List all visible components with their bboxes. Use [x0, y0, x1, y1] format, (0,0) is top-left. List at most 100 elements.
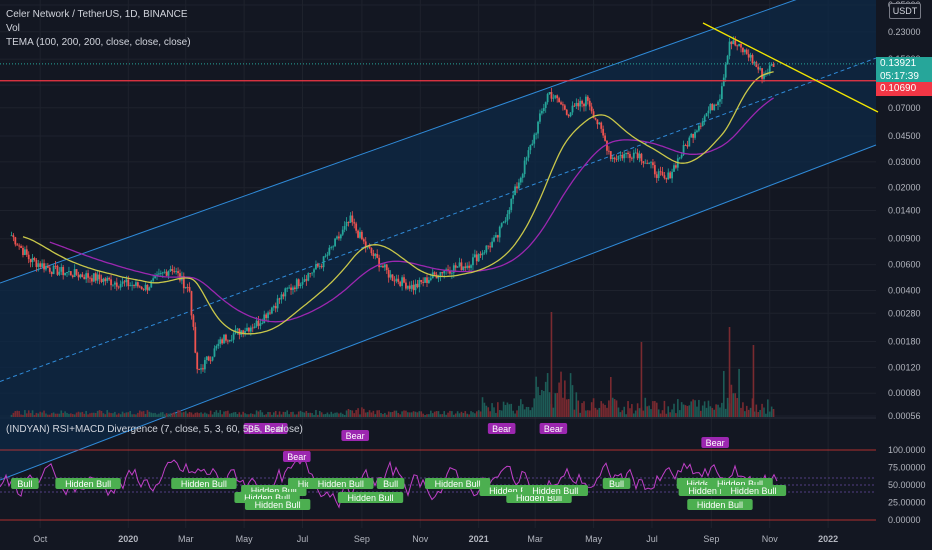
volume-bar	[692, 399, 694, 417]
volume-bar	[665, 413, 668, 417]
candle-body	[194, 326, 197, 353]
volume-bar	[79, 412, 82, 417]
volume-bar	[761, 403, 763, 417]
volume-bar	[458, 413, 461, 417]
volume-bar	[238, 412, 241, 417]
volume-bar	[240, 414, 243, 417]
candle-body	[152, 278, 155, 281]
volume-bar	[734, 393, 737, 417]
candle-body	[699, 125, 702, 127]
signal-box	[376, 478, 405, 489]
volume-bar	[384, 412, 386, 417]
symbol-title[interactable]: Celer Network / TetherUS, 1D, BINANCE	[6, 9, 188, 20]
candle-body	[98, 274, 101, 280]
candle-body	[100, 279, 103, 282]
candle-body	[615, 159, 618, 160]
volume-bar	[305, 411, 308, 417]
candle-body	[594, 118, 597, 120]
tema-label[interactable]: TEMA (100, 200, 200, close, close, close…	[6, 37, 191, 48]
candle-body	[439, 271, 442, 277]
volume-bar	[608, 400, 610, 417]
price-tick-label: 0.00120	[888, 362, 921, 372]
volume-bar	[77, 411, 80, 417]
price-tick-label: 0.01400	[888, 206, 921, 216]
candle-body	[472, 257, 474, 266]
volume-bar	[684, 405, 687, 417]
candle-body	[569, 112, 572, 117]
volume-bar	[491, 403, 493, 417]
candle-body	[761, 68, 763, 79]
volume-bar	[271, 414, 273, 417]
volume-bar	[751, 398, 754, 417]
volume-bar	[301, 412, 304, 417]
candle-body	[611, 157, 614, 159]
vol-label[interactable]: Vol	[6, 23, 20, 34]
tema-slow-line	[49, 97, 774, 323]
volume-bar	[110, 413, 112, 417]
candle-body	[527, 150, 530, 158]
candle-body	[768, 65, 771, 74]
volume-bar	[205, 413, 208, 417]
volume-bar	[598, 407, 601, 417]
channel-mid	[0, 57, 877, 382]
candle-body	[37, 263, 40, 267]
volume-bar	[230, 413, 233, 417]
signal-label: Bear	[492, 424, 511, 434]
candle-body	[535, 133, 538, 135]
candle-body	[405, 282, 407, 289]
candle-body	[148, 287, 151, 291]
candle-body	[399, 281, 402, 286]
rsi-axis[interactable]: 100.0000 75.00000 50.00000 25.00000 0.00000	[888, 445, 926, 525]
candle-body	[295, 279, 298, 290]
volume-bar	[759, 409, 761, 417]
time-axis[interactable]: Oct 2020 Mar May Jul Sep Nov 2021 Mar May Jul Sep No…	[33, 534, 838, 544]
signal-label: Bull	[17, 479, 32, 489]
candle-body	[135, 282, 137, 286]
volume-bar	[497, 402, 499, 417]
candle-body	[669, 172, 672, 179]
volume-bar	[167, 413, 170, 417]
rsi-indicator-label[interactable]: (INDYAN) RSI+MACD Divergence (7, close, …	[6, 424, 303, 435]
candle-body	[464, 266, 467, 268]
volume-bar	[12, 412, 15, 417]
volume-bar	[745, 405, 748, 417]
volume-bar	[422, 413, 424, 417]
resistance-price-tag: 0.10690	[876, 82, 932, 96]
volume-bar	[709, 406, 712, 417]
volume-bar	[123, 413, 126, 417]
volume-bar	[96, 410, 99, 417]
volume-bar	[389, 412, 392, 417]
volume-bar	[336, 412, 338, 417]
volume-bar	[579, 412, 581, 417]
bull-signal: Bull	[376, 478, 405, 489]
candle-body	[663, 175, 666, 179]
candle-body	[146, 284, 149, 291]
volume-bar	[770, 406, 773, 417]
candle-body	[22, 247, 24, 256]
volume-bar	[615, 400, 618, 417]
volume-bar	[202, 413, 204, 417]
volume-bar	[16, 410, 19, 417]
volume-bar	[527, 406, 530, 417]
candle-body	[625, 152, 628, 154]
signal-box	[282, 451, 311, 462]
candle-body	[301, 281, 304, 285]
volume-bar	[627, 401, 629, 417]
bear-signal: Bear	[539, 423, 568, 434]
candle-body	[759, 68, 762, 70]
volume-bar	[594, 407, 597, 417]
price-tick-label: 0.00400	[888, 285, 921, 295]
volume-bar	[698, 399, 700, 417]
volume-bar	[451, 411, 453, 417]
candle-body	[722, 77, 725, 87]
candle-body	[173, 270, 176, 272]
candle-body	[383, 264, 386, 268]
volume-bar	[606, 407, 608, 417]
candle-body	[263, 314, 266, 324]
candle-body	[680, 154, 683, 158]
volume-bar	[349, 409, 352, 417]
candle-body	[665, 178, 668, 180]
currency-button[interactable]: USDT	[889, 3, 921, 19]
candle-body	[720, 86, 723, 100]
